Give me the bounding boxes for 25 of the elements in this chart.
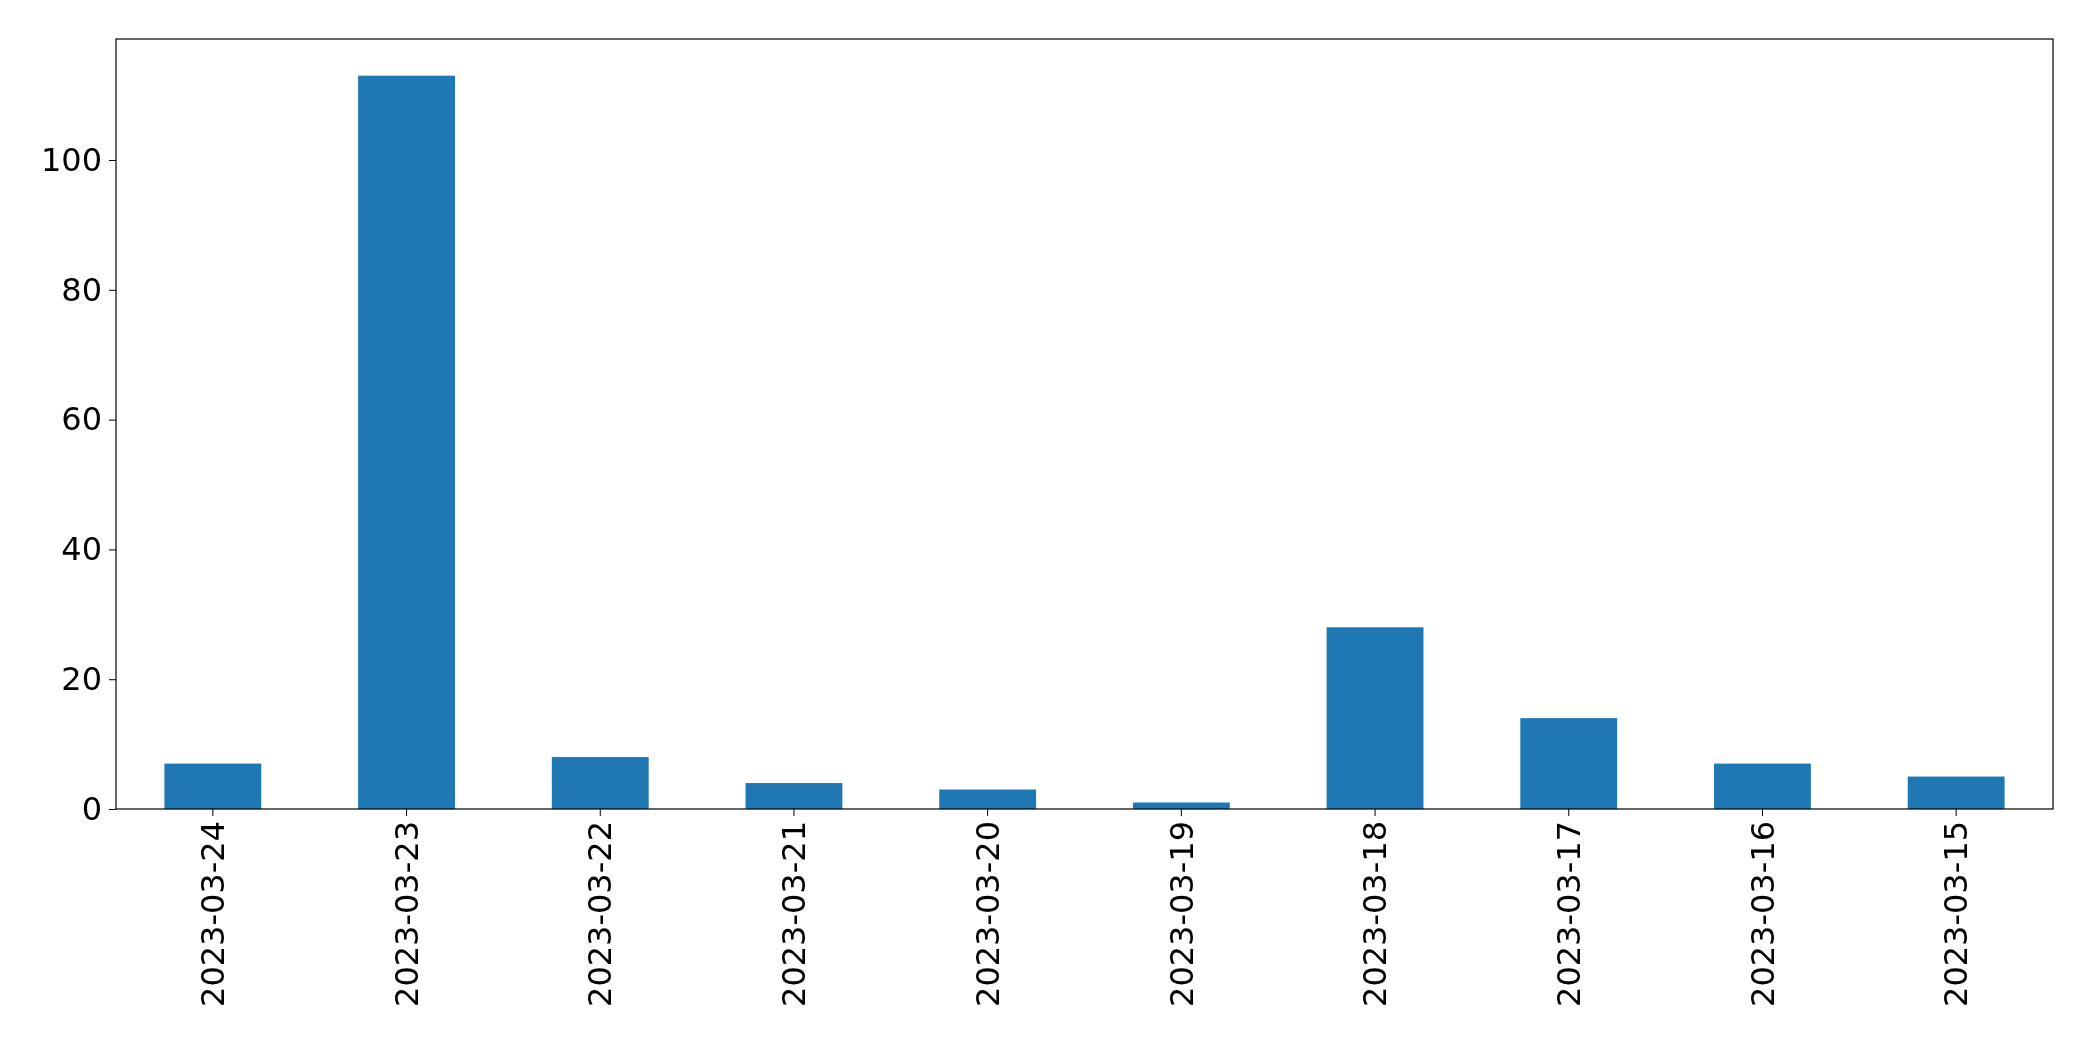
x-tick-label: 2023-03-22 [581,821,620,1007]
x-tick-label: 2023-03-15 [1937,821,1976,1007]
y-tick-label: 40 [61,530,102,569]
bar [551,757,649,809]
bar [939,789,1037,809]
bar [164,763,262,809]
x-tick-label: 2023-03-23 [387,821,426,1007]
y-tick-label: 80 [61,270,102,309]
y-tick-label: 100 [40,140,102,179]
bar [745,783,843,809]
x-tick-label: 2023-03-20 [968,821,1007,1007]
x-tick-label: 2023-03-19 [1162,821,1201,1007]
y-tick-label: 20 [61,659,102,698]
x-tick-label: 2023-03-18 [1356,821,1395,1007]
x-tick-label: 2023-03-24 [194,821,233,1007]
x-tick-label: 2023-03-21 [775,821,814,1007]
bar [1714,763,1811,809]
x-tick-label: 2023-03-16 [1743,821,1782,1007]
bar [1907,776,2005,809]
y-tick-label: 60 [61,400,102,439]
bar [358,75,455,809]
x-tick-label: 2023-03-17 [1549,821,1588,1007]
bar [1326,627,1424,809]
y-tick-label: 0 [81,789,102,828]
bar [1520,718,1618,809]
